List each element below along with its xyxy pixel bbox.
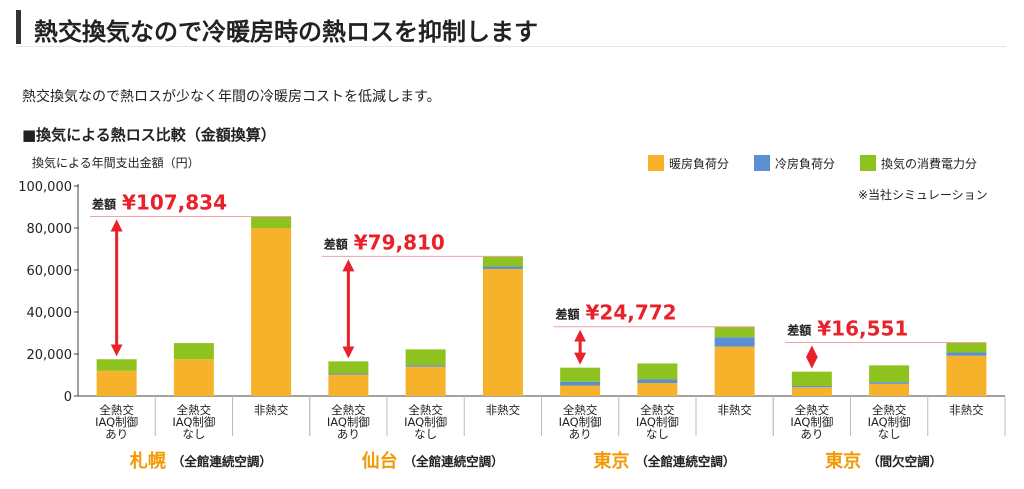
section-heading: 熱交換気なので冷暖房時の熱ロスを抑制します [16, 8, 1006, 47]
y-tick-label: 20,000 [27, 348, 73, 363]
bar-segment-cooling [791, 385, 832, 388]
x-tick-label: なし [878, 427, 901, 441]
x-tick-label: 非熱交 [717, 403, 752, 417]
bar-segment-ventilation [560, 367, 601, 382]
bar-segment-ventilation [96, 359, 137, 371]
region-label: 東京 [593, 450, 629, 472]
bar-segment-heating [251, 228, 292, 396]
x-tick-label: 非熱交 [949, 403, 984, 417]
x-tick-label: IAQ制御 [404, 415, 447, 429]
bar-segment-heating [946, 355, 987, 396]
x-tick-label: あり [105, 427, 128, 441]
x-tick-label: 全熱交 [795, 403, 830, 417]
bar-segment-cooling [714, 337, 755, 347]
x-tick-label: 全熱交 [872, 403, 907, 417]
x-tick-label: IAQ制御 [559, 415, 602, 429]
x-tick-label: なし [414, 427, 437, 441]
difference-value: ¥24,772 [586, 301, 677, 325]
y-axis-label: 換気による年間支出金額（円） [32, 156, 200, 170]
legend-label-heating: 暖房負荷分 [669, 157, 730, 171]
region-condition: （間欠空調） [867, 454, 942, 469]
y-tick-label: 80,000 [27, 222, 73, 237]
legend-label-ventilation: 換気の消費電力分 [881, 157, 978, 171]
legend-swatch-ventilation [860, 155, 876, 171]
region-condition: （全館連続空調） [404, 454, 504, 469]
x-tick-label: あり [569, 427, 592, 441]
x-tick-label: 全熱交 [177, 403, 212, 417]
y-tick-label: 0 [64, 390, 72, 405]
x-tick-label: なし [646, 427, 669, 441]
difference-value: ¥16,551 [817, 316, 908, 340]
difference-value: ¥79,810 [354, 230, 445, 254]
lead-text: 熱交換気なので熱ロスが少なく年間の冷暖房コストを低減します。 [22, 89, 441, 105]
bar-segment-ventilation [946, 342, 987, 353]
bar-segment-heating [560, 385, 601, 396]
x-tick-label: IAQ制御 [95, 415, 138, 429]
difference-label: 差額 [786, 322, 811, 337]
x-tick-label: なし [182, 427, 205, 441]
x-tick-label: IAQ制御 [868, 415, 911, 429]
bar-segment-heating [869, 383, 910, 396]
difference-value: ¥107,834 [122, 190, 227, 214]
x-tick-label: 非熱交 [486, 403, 521, 417]
bar-segment-cooling [560, 381, 601, 386]
bar-segment-heating [96, 370, 137, 396]
y-tick-label: 60,000 [27, 264, 73, 279]
bar-segment-heating [328, 374, 369, 396]
bar-segment-heating [405, 366, 446, 396]
heading-title: 熱交換気なので冷暖房時の熱ロスを抑制します [34, 18, 538, 46]
bar-segment-ventilation [637, 363, 678, 380]
heading-accent-bar [16, 10, 21, 44]
x-tick-label: 非熱交 [254, 403, 289, 417]
difference-label: 差額 [91, 196, 116, 211]
x-tick-label: 全熱交 [99, 403, 134, 417]
region-condition: （全館連続空調） [172, 454, 272, 469]
legend-swatch-heating [648, 155, 664, 171]
region-label: 東京 [825, 450, 861, 472]
bar-segment-heating [173, 359, 214, 396]
bar-segment-ventilation [869, 365, 910, 383]
x-tick-label: IAQ制御 [172, 415, 215, 429]
bar-segment-cooling [946, 352, 987, 356]
region-label: 仙台 [362, 450, 398, 472]
bar-segment-ventilation [791, 371, 832, 386]
x-tick-label: 全熱交 [408, 403, 443, 417]
bar-segment-ventilation [714, 326, 755, 338]
bar-segment-heating [482, 268, 523, 396]
bar-segment-cooling [482, 266, 523, 269]
region-label: 札幌 [129, 450, 166, 472]
bar-segment-ventilation [405, 349, 446, 366]
bar-segment-heating [637, 382, 678, 396]
bar-segment-ventilation [173, 343, 214, 360]
bar-segment-heating [714, 346, 755, 396]
x-tick-label: IAQ制御 [790, 415, 833, 429]
y-tick-label: 100,000 [18, 180, 72, 195]
bar-segment-cooling [637, 379, 678, 383]
bar-segment-ventilation [328, 361, 369, 374]
difference-label: 差額 [555, 307, 580, 322]
x-tick-label: あり [800, 427, 823, 441]
bar-segment-ventilation [482, 256, 523, 267]
x-tick-label: 全熱交 [331, 403, 366, 417]
chart-title: ■換気による熱ロス比較（金額換算） [22, 126, 276, 144]
simulation-note: ※当社シミュレーション [858, 188, 988, 202]
x-tick-label: あり [337, 427, 360, 441]
bar-segment-cooling [405, 365, 446, 367]
bar-segment-cooling [869, 382, 910, 384]
y-tick-label: 40,000 [27, 306, 73, 321]
x-tick-label: IAQ制御 [327, 415, 370, 429]
legend-label-cooling: 冷房負荷分 [775, 157, 836, 171]
x-tick-label: 全熱交 [640, 403, 675, 417]
bar-segment-heating [791, 387, 832, 396]
x-tick-label: IAQ制御 [636, 415, 679, 429]
x-tick-label: 全熱交 [563, 403, 598, 417]
difference-label: 差額 [323, 236, 348, 251]
bar-segment-cooling [328, 373, 369, 375]
legend-swatch-cooling [754, 155, 770, 171]
region-condition: （全館連続空調） [635, 454, 735, 469]
bar-segment-ventilation [251, 216, 292, 228]
